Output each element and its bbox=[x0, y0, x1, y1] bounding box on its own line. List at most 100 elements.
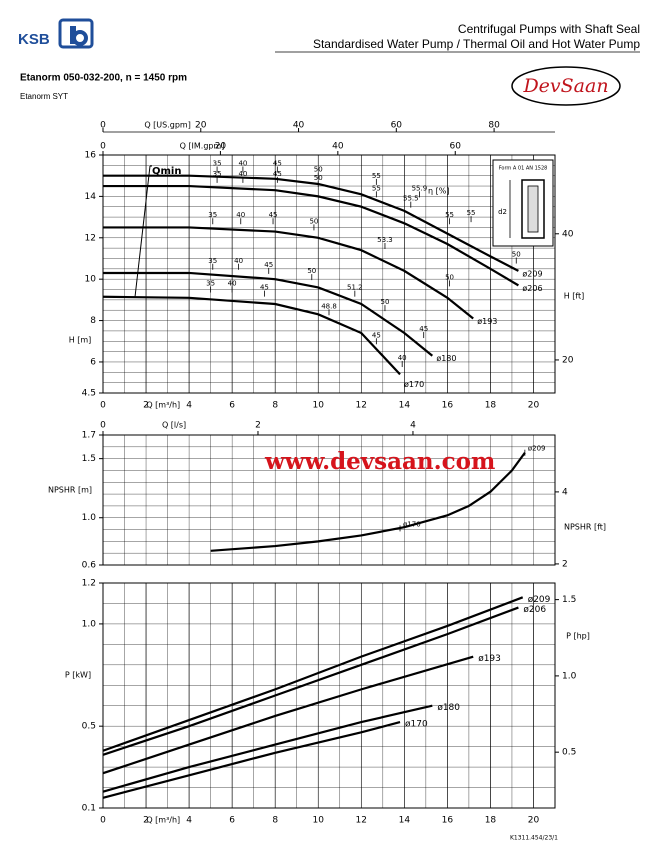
y-tick-label: 6 bbox=[90, 357, 96, 367]
x-tick-label: 18 bbox=[485, 816, 497, 826]
top-tick-label: 40 bbox=[293, 121, 305, 131]
x-tick-label: 10 bbox=[313, 816, 325, 826]
curve bbox=[103, 271, 434, 357]
annotation: 51.2 bbox=[347, 284, 363, 292]
y-axis-label: NPSHR [m] bbox=[48, 486, 92, 495]
annotation: 35 bbox=[208, 211, 217, 219]
watermark: www.devsaan.com bbox=[264, 448, 495, 475]
title: Centrifugal Pumps with Shaft Seal bbox=[458, 22, 640, 36]
curve bbox=[103, 226, 474, 320]
annotation: 50 bbox=[309, 217, 318, 225]
curve bbox=[103, 174, 519, 272]
top-tick-label: 20 bbox=[195, 121, 207, 131]
annotation: 50 bbox=[314, 174, 323, 182]
annotation: 55.5 bbox=[403, 195, 419, 203]
qmin-line bbox=[134, 165, 151, 298]
annotation: 55 bbox=[372, 172, 381, 180]
curve bbox=[102, 721, 401, 799]
x-tick-label: 4 bbox=[186, 816, 192, 826]
curve bbox=[210, 452, 526, 552]
curve bbox=[102, 295, 401, 376]
curve bbox=[102, 596, 524, 752]
annotation: 45 bbox=[260, 284, 269, 292]
x-tick-label: 16 bbox=[442, 401, 454, 411]
y-tick-label: 14 bbox=[85, 192, 97, 202]
y-tick-label: 1.5 bbox=[82, 454, 96, 464]
inset: Form A 01 AN 1528 d2 bbox=[492, 159, 554, 247]
annotation: 55.9 bbox=[412, 184, 428, 192]
partner-logo: DevSaan bbox=[522, 75, 608, 97]
x-tick-label: 16 bbox=[442, 816, 454, 826]
inset-impeller bbox=[527, 185, 539, 233]
annotation: 55 bbox=[467, 209, 476, 217]
y2-tick-label: 2 bbox=[562, 559, 568, 569]
annotation: 45 bbox=[419, 325, 428, 333]
x-axis-label: Q [m³/h] bbox=[146, 816, 180, 825]
x-tick-label: 14 bbox=[399, 401, 411, 411]
y2-tick-label: 40 bbox=[562, 229, 574, 239]
subtitle: Standardised Water Pump / Thermal Oil an… bbox=[313, 37, 640, 51]
curve-label: ø206 bbox=[522, 284, 542, 293]
annotation: 40 bbox=[398, 354, 407, 362]
y-tick-label: 4.5 bbox=[82, 389, 96, 399]
x-tick-label: 0 bbox=[100, 816, 106, 826]
y-tick-label: 0.1 bbox=[82, 804, 96, 814]
inset-label: d2 bbox=[498, 208, 507, 216]
partner-logo-frame bbox=[511, 66, 621, 106]
x-tick-label: 10 bbox=[313, 401, 325, 411]
series-name: Etanorm SYT bbox=[20, 92, 68, 101]
curve-label: ø170 bbox=[405, 720, 428, 730]
y2-axis-label: H [ft] bbox=[564, 292, 585, 301]
top-tick-label: 4 bbox=[410, 421, 416, 431]
x-tick-label: 8 bbox=[272, 401, 278, 411]
y-tick-label: 1.7 bbox=[82, 431, 96, 441]
top-tick-label: 60 bbox=[450, 142, 462, 152]
x-tick-label: 0 bbox=[100, 401, 106, 411]
x-tick-label: 14 bbox=[399, 816, 411, 826]
x-tick-label: 20 bbox=[528, 816, 540, 826]
annotation: 55 bbox=[445, 211, 454, 219]
x-tick-label: 12 bbox=[356, 401, 367, 411]
curve bbox=[103, 184, 519, 287]
annotation: 50 bbox=[381, 298, 390, 306]
footer: K1311.454/23/1 bbox=[510, 835, 558, 842]
curve-label: ø206 bbox=[523, 605, 546, 615]
inset-form: Form A 01 AN 1528 bbox=[499, 166, 548, 172]
annotation: 53.3 bbox=[377, 236, 393, 244]
annotation: 50 bbox=[314, 166, 323, 174]
y2-tick-label: 20 bbox=[562, 355, 574, 365]
top-axis-label: Q [l/s] bbox=[162, 421, 186, 430]
curve-label: ø170 bbox=[404, 380, 424, 389]
inset-frame bbox=[492, 159, 554, 247]
annotation: 35 bbox=[208, 257, 217, 265]
curve bbox=[102, 655, 474, 775]
y-tick-label: 8 bbox=[90, 316, 96, 326]
top-tick-label: 0 bbox=[100, 142, 106, 152]
annotation: 48.8 bbox=[321, 302, 337, 310]
inset-impeller bbox=[521, 179, 545, 239]
y2-tick-label: 1.5 bbox=[562, 595, 576, 605]
annotation: 40 bbox=[228, 280, 237, 288]
y-tick-label: 1.0 bbox=[82, 513, 97, 523]
efficiency-label: η [%] bbox=[428, 187, 449, 196]
top-tick-label: 20 bbox=[215, 142, 227, 152]
charts: 0 2 4 6 8 10 12 14 16 18 20Q [m³/h]4.56810121416H … bbox=[48, 121, 606, 826]
model: Etanorm 050-032-200, n = 1450 rpm bbox=[20, 73, 187, 84]
top-tick-label: 40 bbox=[332, 142, 344, 152]
top-tick-label: 2 bbox=[255, 421, 261, 431]
annotation: 50 bbox=[445, 273, 454, 281]
annotation: 45 bbox=[269, 211, 278, 219]
curve-label: ø209 bbox=[522, 269, 542, 278]
y2-axis-label: P [hp] bbox=[566, 632, 590, 641]
top-tick-label: 0 bbox=[100, 121, 106, 131]
annotation: 40 bbox=[236, 211, 245, 219]
y2-tick-label: 0.5 bbox=[562, 748, 576, 758]
y-tick-label: 0.6 bbox=[82, 561, 97, 571]
y-tick-label: 0.5 bbox=[82, 722, 96, 732]
top-axis-label: Q [US.gpm] bbox=[144, 121, 191, 130]
annotation: 40 bbox=[234, 257, 243, 265]
curve-label: ø180 bbox=[437, 703, 460, 713]
y-tick-label: 16 bbox=[85, 151, 97, 161]
annotation: 40 bbox=[238, 170, 247, 178]
